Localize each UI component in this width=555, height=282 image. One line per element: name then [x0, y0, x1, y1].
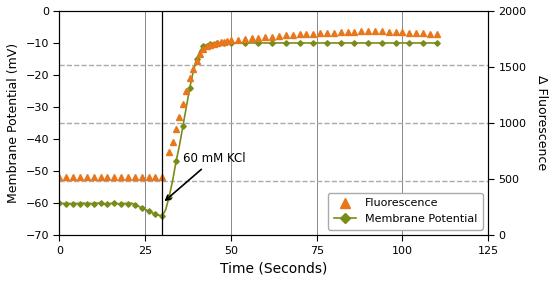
Y-axis label: Δ Fluorescence: Δ Fluorescence — [535, 76, 548, 171]
X-axis label: Time (Seconds): Time (Seconds) — [220, 261, 327, 275]
Text: 60 mM KCl: 60 mM KCl — [166, 152, 245, 200]
Legend: Fluorescence, Membrane Potential: Fluorescence, Membrane Potential — [328, 193, 483, 230]
Y-axis label: Membrane Potential (mV): Membrane Potential (mV) — [7, 43, 20, 203]
